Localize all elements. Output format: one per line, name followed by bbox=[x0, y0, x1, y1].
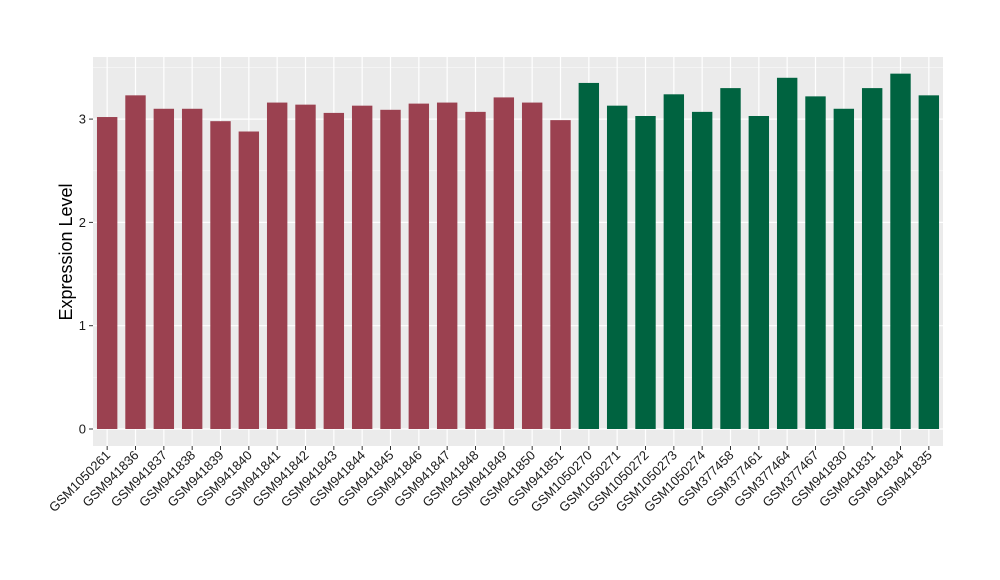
bar-GSM941831 bbox=[861, 88, 883, 430]
bar-GSM377464 bbox=[776, 77, 798, 429]
y-tick-label: 0 bbox=[79, 422, 86, 437]
bar-GSM941850 bbox=[521, 102, 543, 429]
bar-GSM941851 bbox=[550, 120, 571, 429]
bar-GSM1050274 bbox=[691, 111, 713, 430]
bar-GSM377458 bbox=[720, 88, 741, 430]
y-tick-label: 3 bbox=[79, 112, 86, 127]
bar-GSM941830 bbox=[833, 108, 855, 430]
bar-GSM941837 bbox=[153, 108, 175, 430]
bar-GSM377461 bbox=[748, 116, 770, 429]
bar-GSM1050270 bbox=[578, 82, 600, 429]
bar-GSM941834 bbox=[890, 73, 911, 430]
plot-panel bbox=[93, 57, 943, 446]
bar-GSM941835 bbox=[918, 95, 940, 429]
bar-GSM377467 bbox=[805, 96, 826, 430]
bar-GSM1050272 bbox=[635, 116, 656, 429]
bar-GSM941849 bbox=[493, 97, 515, 429]
bar-GSM1050273 bbox=[663, 94, 685, 429]
bars bbox=[96, 73, 940, 430]
bar-GSM941841 bbox=[266, 102, 288, 429]
y-tick-label: 2 bbox=[79, 215, 86, 230]
bar-GSM941836 bbox=[125, 95, 146, 429]
bar-GSM1050271 bbox=[606, 105, 628, 430]
y-tick-label: 1 bbox=[79, 318, 86, 333]
bar-GSM941848 bbox=[465, 111, 486, 430]
y-axis-title: Expression Level bbox=[56, 183, 76, 320]
y-axis: 0 1 2 3 bbox=[79, 112, 93, 437]
x-axis: GSM1050261GSM941836GSM941837GSM941838GSM… bbox=[46, 446, 935, 515]
bar-GSM1050261 bbox=[96, 117, 118, 429]
bar-GSM941843 bbox=[323, 112, 345, 430]
bar-GSM941838 bbox=[181, 108, 203, 430]
bar-GSM941842 bbox=[295, 104, 316, 429]
bar-GSM941847 bbox=[436, 102, 458, 429]
bar-GSM941839 bbox=[210, 121, 231, 430]
bar-GSM941845 bbox=[380, 109, 401, 430]
bar-GSM941844 bbox=[351, 105, 373, 430]
bar-GSM941846 bbox=[408, 103, 430, 430]
bar-GSM941840 bbox=[238, 131, 260, 429]
